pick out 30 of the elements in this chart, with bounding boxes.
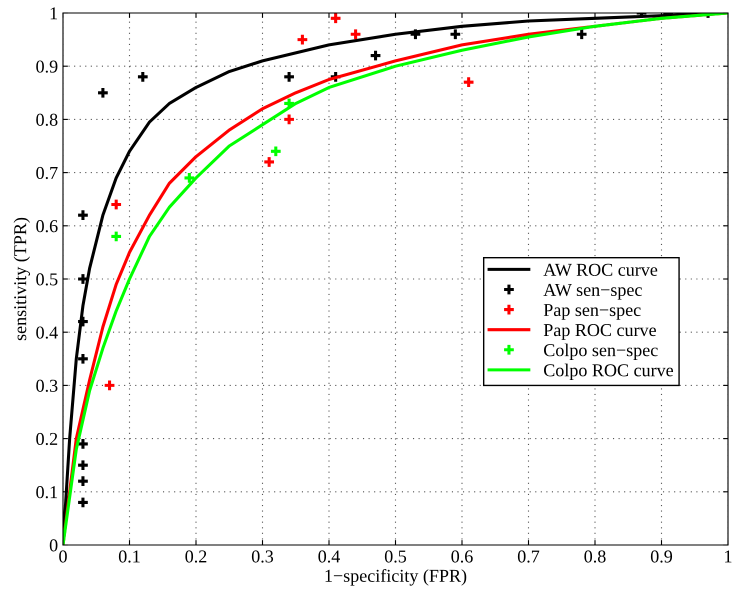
legend-label: Pap ROC curve [544, 324, 656, 340]
y-tick-label: 0.3 [36, 380, 58, 392]
legend-label: Pap sen−spec [544, 304, 641, 320]
x-tick-label: 0.9 [650, 550, 672, 563]
legend-label: Colpo sen−spec [544, 344, 658, 360]
x-tick-label: 1 [725, 550, 732, 562]
x-tick-label: 0.6 [451, 550, 473, 563]
y-tick-label: 0.7 [36, 166, 58, 180]
x-tick-label: 0.5 [384, 550, 406, 563]
y-axis-title: sensitivity (TPR) [14, 218, 30, 340]
y-tick-label: 0.6 [36, 220, 58, 232]
y-tick-label: 0.4 [36, 326, 58, 339]
x-tick-label: 0 [59, 550, 67, 563]
y-tick-label: 0.1 [36, 486, 58, 498]
legend-label: Colpo ROC curve [544, 364, 674, 380]
legend-label: AW ROC curve [543, 264, 658, 276]
x-tick-label: 0.1 [118, 550, 140, 563]
x-tick-label: 0.2 [185, 550, 206, 563]
x-axis-title: 1−specificity (FPR) [326, 569, 466, 586]
y-tick-label: 0.2 [36, 432, 58, 446]
y-tick-label: 1 [50, 7, 58, 20]
y-tick-label: 0.5 [36, 273, 58, 286]
x-tick-label: 0.7 [518, 550, 540, 563]
y-tick-label: 0.9 [36, 60, 58, 73]
x-tick-label: 0.3 [252, 550, 274, 563]
x-tick-label: 0.8 [584, 550, 606, 563]
y-tick-label: 0 [50, 539, 58, 552]
x-tick-label: 0.4 [318, 550, 340, 563]
y-tick-label: 0.8 [36, 114, 58, 126]
legend-label: AW sen−spec [543, 284, 642, 300]
